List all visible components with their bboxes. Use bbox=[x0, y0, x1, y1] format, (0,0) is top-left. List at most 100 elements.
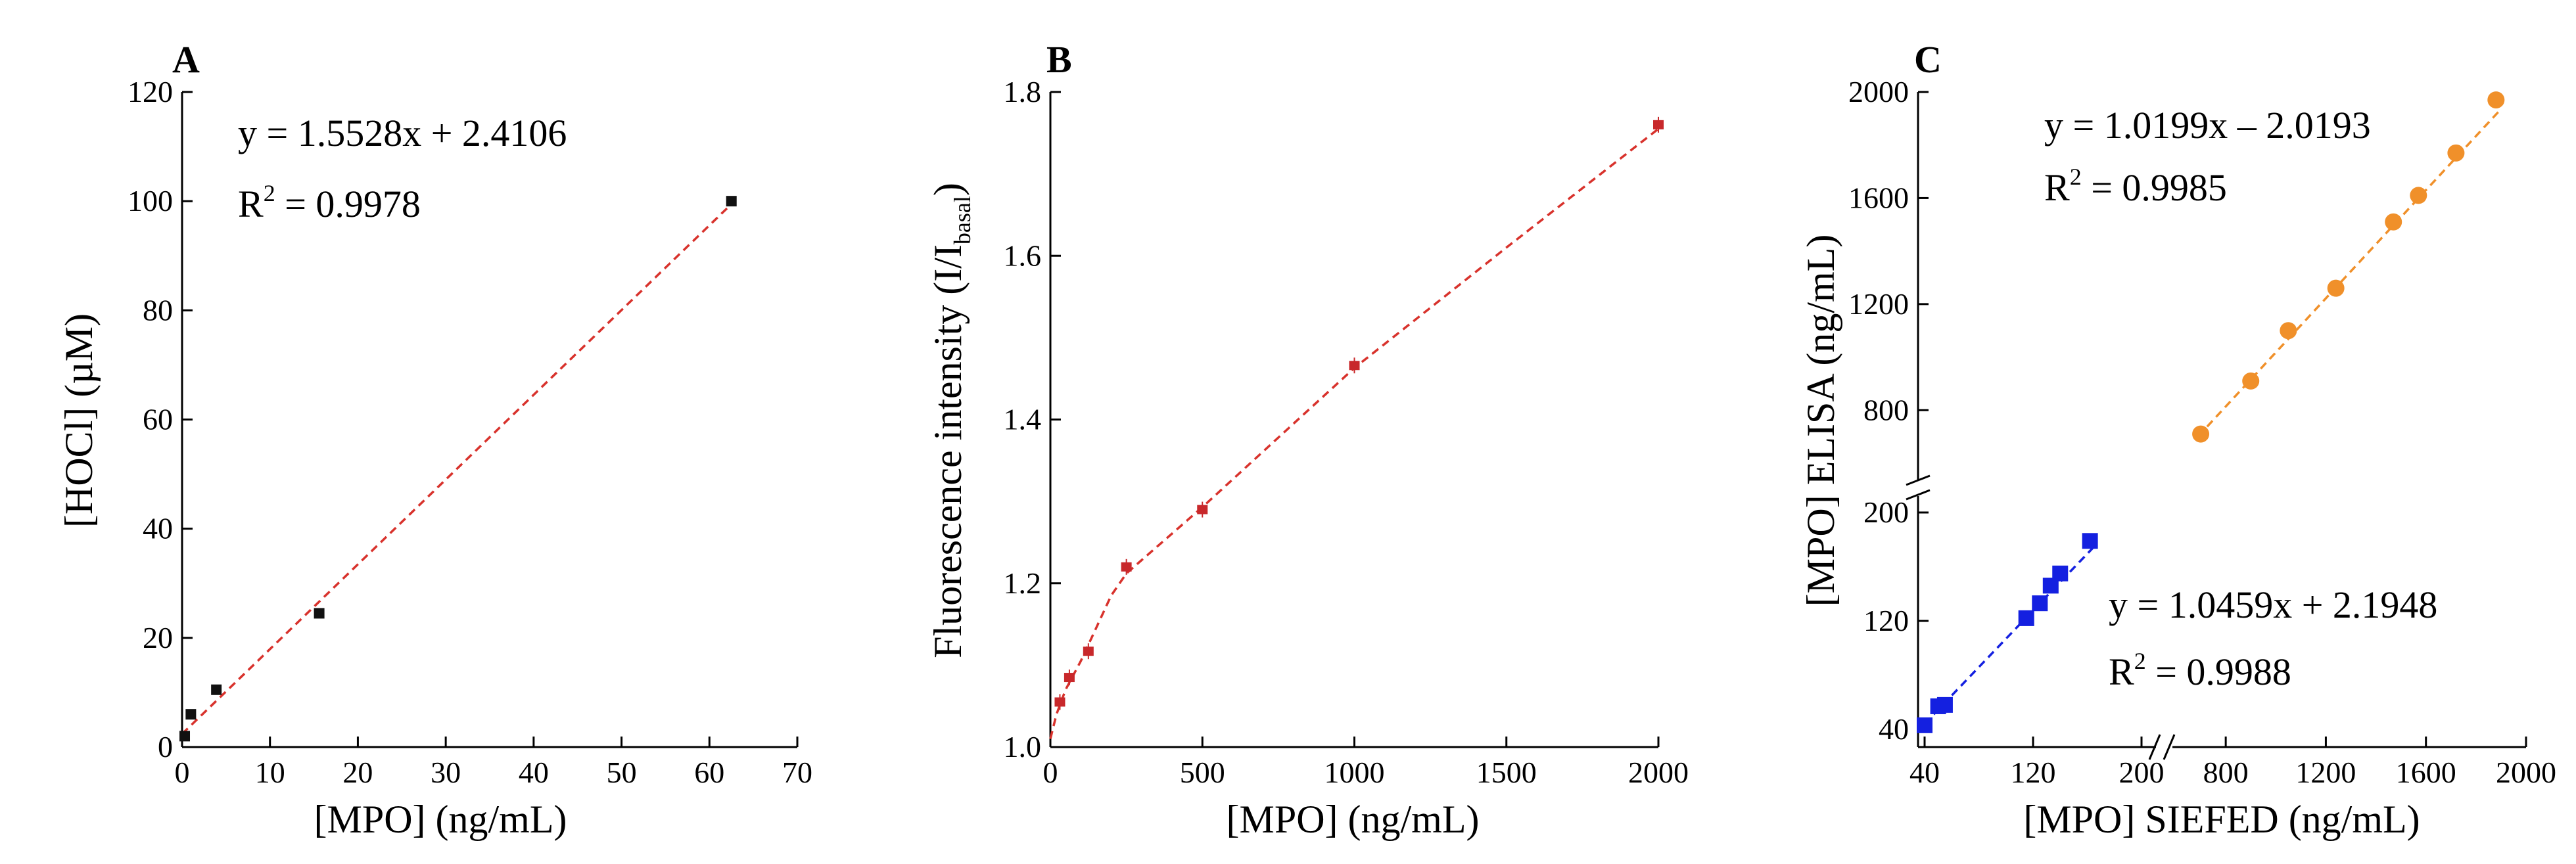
panel-a-point bbox=[179, 731, 191, 742]
panel-c-point-low bbox=[2052, 565, 2069, 581]
panel-c-point-high bbox=[2447, 144, 2465, 162]
panel-a-y-tick-label: 120 bbox=[128, 75, 173, 108]
panel-c-letter: C bbox=[1914, 38, 1942, 81]
panel-b-y-tick-label: 1.4 bbox=[1004, 403, 1042, 436]
panel-b-y-tick-label: 1.2 bbox=[1004, 566, 1042, 600]
panel-c-y-tick-label: 200 bbox=[1863, 495, 1909, 529]
panel-b-y-tick-label: 1.0 bbox=[1004, 730, 1042, 763]
panel-b-point bbox=[1054, 697, 1066, 707]
panel-a-equation: y = 1.5528x + 2.4106 bbox=[238, 112, 567, 154]
panel-b-y-tick-label: 1.8 bbox=[1004, 75, 1042, 108]
panel-a-y-label: [HOCl] (µM) bbox=[57, 313, 101, 528]
panel-c-y-ticks: 40 120 200 800 1200 1600 2000 bbox=[1848, 75, 1929, 746]
panel-b-y-tick-label: 1.6 bbox=[1004, 239, 1042, 272]
panel-c-y-tick-label: 120 bbox=[1863, 604, 1909, 637]
panel-a-x-tick-label: 20 bbox=[342, 756, 373, 789]
panel-c: C 40 120 200 800 1200 1600 2000 40 120 200 800 120… bbox=[1799, 38, 2556, 841]
panel-a-letter: A bbox=[172, 38, 200, 81]
panel-b-point bbox=[1064, 673, 1075, 683]
panel-c-x-break-mark bbox=[2163, 734, 2176, 760]
panel-c-x-tick-label: 1600 bbox=[2396, 756, 2456, 789]
panel-b-point bbox=[1653, 120, 1664, 129]
panel-b-y-ticks: 1.0 1.2 1.4 1.6 1.8 bbox=[1004, 75, 1061, 763]
panel-a-y-tick-label: 40 bbox=[143, 512, 173, 545]
panel-b-point bbox=[1121, 562, 1132, 572]
panel-a-y-tick-label: 60 bbox=[143, 403, 173, 436]
panel-b-fit-curve bbox=[1049, 127, 1660, 739]
panel-c-x-break-mark bbox=[2148, 734, 2161, 760]
panel-c-point-low bbox=[2032, 595, 2048, 612]
panel-c-x-tick-label: 1200 bbox=[2295, 756, 2356, 789]
panel-c-x-tick-label: 120 bbox=[2011, 756, 2056, 789]
panel-a-point bbox=[314, 608, 325, 619]
panel-c-y-tick-label: 800 bbox=[1863, 393, 1909, 426]
panel-c-point-high bbox=[2280, 322, 2297, 340]
panel-c-point-low bbox=[2018, 610, 2034, 626]
panel-c-x-tick-label: 2000 bbox=[2496, 756, 2556, 789]
panel-a-x-tick-label: 40 bbox=[519, 756, 549, 789]
panel-c-y-tick-label: 1600 bbox=[1848, 181, 1909, 214]
panel-a-x-tick-label: 10 bbox=[255, 756, 285, 789]
panel-c-x-tick-label: 40 bbox=[1909, 756, 1940, 789]
panel-a-fit-line bbox=[181, 203, 732, 735]
panel-b-x-tick-label: 500 bbox=[1180, 756, 1225, 789]
panel-b-x-ticks: 0 500 1000 1500 2000 bbox=[1043, 737, 1689, 789]
panel-a-r2: R2 = 0.9978 bbox=[238, 180, 421, 225]
panel-c-y-tick-label: 40 bbox=[1879, 712, 1909, 746]
panel-a-y-tick-label: 80 bbox=[143, 293, 173, 327]
panel-c-y-break-mark bbox=[1906, 474, 1931, 486]
panel-b-x-tick-label: 0 bbox=[1043, 756, 1058, 789]
panel-a-y-ticks: 0 20 40 60 80 100 120 bbox=[128, 75, 193, 763]
panel-c-point-high bbox=[2487, 91, 2505, 109]
panel-b-x-tick-label: 1500 bbox=[1476, 756, 1537, 789]
panel-c-point-low bbox=[1917, 717, 1932, 733]
panel-c-y-tick-label: 2000 bbox=[1848, 75, 1909, 108]
panel-a-x-tick-label: 30 bbox=[431, 756, 461, 789]
panel-a-x-tick-label: 70 bbox=[782, 756, 812, 789]
panel-c-point-high bbox=[2242, 372, 2260, 390]
panel-c-x-tick-label: 200 bbox=[2119, 756, 2165, 789]
panel-c-equation-low: y = 1.0459x + 2.1948 bbox=[2109, 583, 2437, 626]
panel-a-y-tick-label: 100 bbox=[128, 184, 173, 217]
panel-b: B 1.0 1.2 1.4 1.6 1.8 0 500 1000 1500 2000 [MPO]… bbox=[926, 38, 1689, 841]
panel-c-point-low bbox=[1936, 696, 1953, 713]
panel-b-letter: B bbox=[1046, 38, 1072, 81]
panel-c-point-low bbox=[2082, 533, 2098, 549]
panel-b-point bbox=[1197, 505, 1208, 514]
panel-a-x-tick-label: 50 bbox=[607, 756, 637, 789]
panel-c-r2-low: R2 = 0.9988 bbox=[2109, 648, 2291, 693]
panel-c-point-high bbox=[2327, 279, 2345, 297]
panel-c-fit-line-high bbox=[2197, 110, 2500, 438]
panel-c-equation-high: y = 1.0199x – 2.0193 bbox=[2044, 104, 2371, 147]
panel-a-point bbox=[211, 684, 222, 695]
panel-a-x-label: [MPO] (ng/mL) bbox=[314, 798, 567, 841]
panel-b-x-tick-label: 2000 bbox=[1628, 756, 1689, 789]
panel-c-x-ticks: 40 120 200 800 1200 1600 2000 bbox=[1909, 737, 2556, 789]
panel-b-x-tick-label: 1000 bbox=[1324, 756, 1385, 789]
panel-c-point-high bbox=[2385, 213, 2402, 231]
panel-b-y-label: Fluorescence intensity (I/Ibasal) bbox=[926, 183, 975, 658]
panel-a-points bbox=[179, 196, 737, 742]
panel-c-x-tick-label: 800 bbox=[2203, 756, 2249, 789]
panel-c-r2-high: R2 = 0.9985 bbox=[2044, 164, 2227, 209]
panel-a-y-tick-label: 0 bbox=[158, 730, 173, 763]
panel-c-x-label: [MPO] SIEFED (ng/mL) bbox=[2023, 798, 2420, 841]
panel-c-y-break-mark bbox=[1906, 489, 1931, 501]
panel-a-point bbox=[726, 196, 737, 207]
panel-c-point-high bbox=[2410, 187, 2427, 204]
panel-a-x-tick-label: 0 bbox=[175, 756, 190, 789]
panel-b-point bbox=[1349, 361, 1360, 371]
panel-b-x-label: [MPO] (ng/mL) bbox=[1227, 798, 1480, 841]
panel-c-points bbox=[1917, 91, 2505, 733]
panel-a-y-tick-label: 20 bbox=[143, 621, 173, 654]
panel-b-points bbox=[1054, 116, 1664, 710]
panel-c-point-high bbox=[2192, 425, 2210, 443]
panel-c-y-tick-label: 1200 bbox=[1848, 287, 1909, 321]
panel-a: A 0 20 40 60 80 100 120 0 10 20 30 40 50 60 70 y = 1.… bbox=[57, 38, 812, 841]
panel-b-point bbox=[1083, 647, 1094, 656]
panel-a-x-tick-label: 60 bbox=[694, 756, 724, 789]
panel-a-point bbox=[185, 709, 197, 720]
panel-c-y-label: [MPO] ELISA (ng/mL) bbox=[1799, 235, 1842, 607]
